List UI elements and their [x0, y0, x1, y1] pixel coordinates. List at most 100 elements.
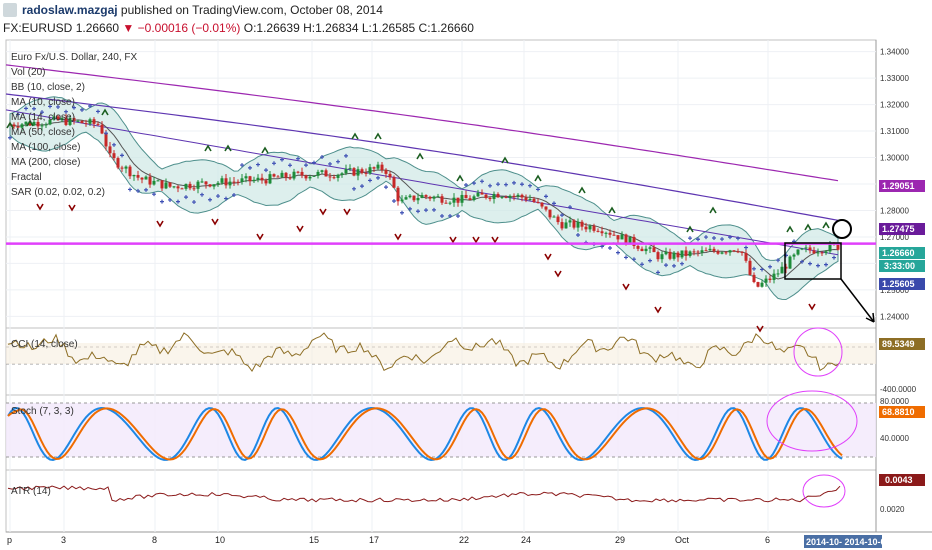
fractal-up-icon — [578, 186, 586, 194]
candle — [112, 153, 116, 159]
fractal-up-icon — [224, 144, 232, 152]
legend-fractal[interactable]: Fractal — [11, 172, 42, 183]
sar-point — [800, 259, 804, 264]
candle — [544, 206, 548, 210]
annotation-box[interactable] — [784, 242, 842, 280]
candle — [44, 124, 48, 126]
candle — [716, 251, 720, 254]
candle — [700, 250, 704, 253]
candle — [236, 181, 240, 183]
annotation-ellipse-cci[interactable] — [793, 327, 843, 377]
candle — [412, 195, 416, 201]
legend-ma10[interactable]: MA (10, close) — [11, 97, 75, 108]
sar-point — [312, 160, 316, 165]
sar-point — [696, 237, 700, 242]
sar-point — [720, 237, 724, 242]
sar-point — [576, 232, 580, 237]
sar-point — [632, 257, 636, 262]
fractal-up-icon — [6, 121, 14, 129]
candle — [800, 248, 804, 250]
sar-point — [464, 183, 468, 188]
candle — [664, 251, 668, 255]
sar-point — [480, 179, 484, 184]
sar-point — [104, 131, 108, 136]
fractal-up-icon — [822, 221, 830, 229]
candle — [364, 172, 368, 174]
avatar[interactable] — [3, 3, 17, 17]
y-tick-label: 1.28000 — [880, 206, 909, 215]
candle — [360, 169, 364, 173]
candle — [568, 220, 572, 223]
legend-stoch[interactable]: Stoch (7, 3, 3) — [11, 406, 74, 417]
sar-point — [192, 200, 196, 205]
sar-point — [296, 156, 300, 161]
annotation-arrow[interactable] — [840, 278, 875, 323]
atr-line — [7, 485, 841, 503]
sar-point — [544, 194, 548, 199]
legend-atr[interactable]: ATR (14) — [11, 486, 51, 497]
candle — [472, 196, 476, 200]
candle — [440, 196, 444, 203]
candle — [736, 251, 740, 253]
candle — [68, 117, 72, 125]
fractal-down-icon — [319, 208, 327, 216]
candle — [612, 234, 616, 236]
candle — [648, 247, 652, 249]
legend-ma14[interactable]: MA (14, close) — [11, 112, 75, 123]
badge-stoch: 68.8810 — [882, 407, 915, 417]
candle — [432, 196, 436, 199]
sar-points — [8, 103, 836, 275]
candle — [328, 176, 332, 178]
annotation-circle[interactable] — [832, 219, 852, 239]
candle — [248, 176, 252, 182]
legend-cci[interactable]: CCI (14, close) — [11, 339, 78, 350]
legend-ma100[interactable]: MA (100, close) — [11, 142, 80, 153]
y-tick-label: 1.33000 — [880, 74, 909, 83]
y-tick-label: 1.32000 — [880, 101, 909, 110]
fractal-down-icon — [394, 233, 402, 241]
candle — [620, 234, 624, 240]
sar-point — [744, 245, 748, 250]
fractal-down-icon — [296, 225, 304, 233]
candle — [580, 221, 584, 227]
ohlc: O:1.26639 H:1.26834 L:1.26585 C:1.26660 — [243, 21, 474, 35]
candle — [116, 158, 120, 168]
chart-header: radoslaw.mazgaj published on TradingView… — [0, 0, 932, 38]
y-axis: 1.34000 1.33000 1.32000 1.31000 1.30000 1.290… — [880, 48, 917, 514]
candle — [12, 124, 16, 127]
candle — [268, 174, 272, 184]
candle — [296, 171, 300, 173]
fractal-up-icon — [416, 152, 424, 160]
sar-point — [728, 235, 732, 240]
annotation-ellipse-atr[interactable] — [802, 474, 846, 508]
symbol[interactable]: FX:EURUSD — [3, 21, 73, 35]
candle — [416, 197, 420, 201]
legend-vol[interactable]: Vol (20) — [11, 67, 45, 78]
legend-ma50[interactable]: MA (50, close) — [11, 127, 75, 138]
sar-point — [344, 153, 348, 158]
legend-ma200[interactable]: MA (200, close) — [11, 157, 80, 168]
sar-point — [112, 142, 116, 147]
sar-point — [776, 258, 780, 263]
candle — [780, 266, 784, 274]
candle — [172, 186, 176, 188]
fractal-down-icon — [472, 236, 480, 244]
legend-bb[interactable]: BB (10, close, 2) — [11, 82, 85, 93]
x-tick-label: 10 — [215, 535, 225, 545]
author-link[interactable]: radoslaw.mazgaj — [22, 3, 118, 17]
candle — [128, 166, 132, 177]
candle — [604, 232, 608, 234]
sar-point — [168, 197, 172, 202]
sar-point — [184, 195, 188, 200]
sar-point — [408, 206, 412, 211]
sar-point — [120, 153, 124, 158]
legend-sar[interactable]: SAR (0.02, 0.02, 0.2) — [11, 187, 105, 198]
annotation-ellipse-stoch[interactable] — [766, 390, 858, 452]
candle — [96, 123, 100, 125]
candle — [564, 222, 568, 229]
candle — [480, 192, 484, 195]
sar-point — [664, 263, 668, 268]
fractals — [6, 108, 830, 333]
candle — [656, 252, 660, 260]
